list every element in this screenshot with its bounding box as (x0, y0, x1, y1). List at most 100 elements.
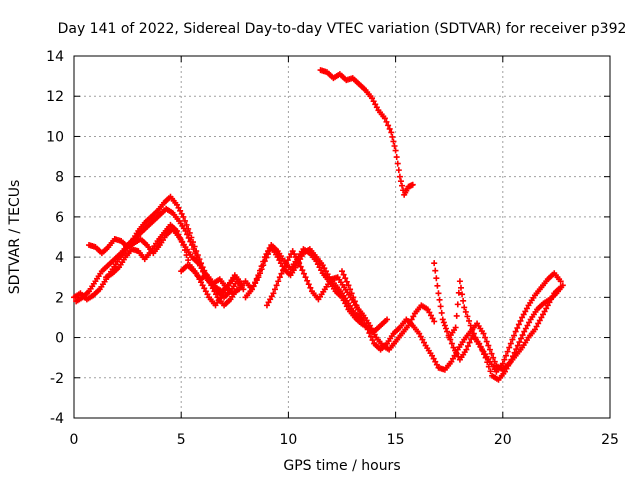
data-point (519, 314, 526, 321)
x-tick-label: 5 (177, 432, 186, 448)
y-axis: -4 -2 0 2 4 6 8 10 12 14 (46, 49, 610, 427)
data-point (467, 322, 474, 329)
data-point (442, 325, 449, 332)
data-point (340, 297, 347, 304)
data-point (455, 289, 462, 296)
data-point (524, 322, 531, 329)
data-point (431, 260, 438, 267)
data-point (175, 204, 182, 211)
data-point (367, 333, 374, 340)
data-point (190, 246, 197, 253)
y-tick-label: 10 (46, 129, 64, 145)
data-point (453, 350, 460, 357)
data-point (373, 104, 380, 111)
data-point (359, 317, 366, 324)
data-point (533, 323, 540, 330)
data-point (460, 297, 467, 304)
data-point (366, 322, 373, 329)
data-point (296, 260, 303, 267)
data-point (432, 358, 439, 365)
data-point (324, 271, 331, 278)
data-point (250, 282, 257, 289)
series-track-e (178, 244, 365, 323)
data-point (485, 342, 492, 349)
data-point (431, 318, 438, 325)
data-point (399, 182, 406, 189)
data-point (276, 274, 283, 281)
data-point (519, 332, 526, 339)
data-point (348, 290, 355, 297)
data-point (187, 238, 194, 245)
data-point (456, 278, 463, 285)
data-points (71, 67, 566, 383)
data-point (515, 321, 522, 328)
data-point (531, 326, 538, 333)
data-point (488, 350, 495, 357)
data-point (448, 358, 455, 365)
x-tick-label: 20 (494, 432, 512, 448)
data-point (457, 284, 464, 291)
series-track-c (86, 225, 247, 301)
data-point (483, 338, 490, 345)
data-point (434, 282, 441, 289)
data-point (392, 147, 399, 154)
data-point (322, 268, 329, 275)
data-point (416, 330, 423, 337)
data-point (366, 330, 373, 337)
data-point (339, 294, 345, 301)
data-point (180, 242, 187, 249)
x-axis: 0 5 10 15 20 25 (70, 56, 619, 448)
data-point (263, 251, 270, 258)
data-point (260, 258, 267, 265)
data-point (501, 368, 508, 375)
data-point (514, 325, 521, 332)
data-point (347, 286, 354, 293)
series-track-j (431, 260, 566, 383)
data-point (384, 316, 391, 323)
data-point (351, 298, 358, 305)
data-point (452, 347, 459, 354)
data-point (178, 210, 185, 217)
data-point (284, 257, 291, 264)
data-point (388, 129, 395, 136)
data-point (535, 320, 542, 327)
data-point (342, 275, 349, 282)
data-point (448, 340, 455, 347)
data-point (514, 342, 521, 349)
data-point (265, 248, 272, 255)
data-point (429, 352, 436, 359)
data-point (175, 231, 182, 238)
data-point (188, 242, 195, 249)
data-point (276, 257, 283, 264)
data-point (501, 356, 508, 363)
data-point (343, 278, 350, 285)
data-point (435, 290, 442, 297)
data-point (181, 247, 188, 254)
y-tick-label: 2 (55, 290, 64, 306)
data-point (513, 346, 520, 353)
data-point (302, 274, 309, 281)
data-point (507, 340, 514, 347)
y-axis-label: SDTVAR / TECUs (7, 180, 23, 295)
data-point (318, 267, 325, 274)
data-point (511, 349, 518, 356)
data-point (526, 319, 533, 326)
data-point (199, 282, 206, 289)
data-point (342, 300, 349, 307)
data-point (274, 254, 281, 261)
data-point (314, 261, 321, 268)
data-point (283, 260, 290, 267)
data-point (275, 278, 282, 285)
y-tick-label: 8 (55, 170, 64, 186)
series-track-h (317, 67, 416, 198)
data-point (381, 115, 388, 122)
data-point (557, 278, 564, 285)
data-point (516, 339, 523, 346)
data-point (395, 167, 402, 174)
x-tick-label: 0 (70, 432, 79, 448)
series-track-d (103, 221, 245, 309)
data-point (371, 331, 378, 338)
plot-frame (73, 55, 611, 419)
data-point (261, 254, 268, 261)
data-point (427, 312, 434, 319)
